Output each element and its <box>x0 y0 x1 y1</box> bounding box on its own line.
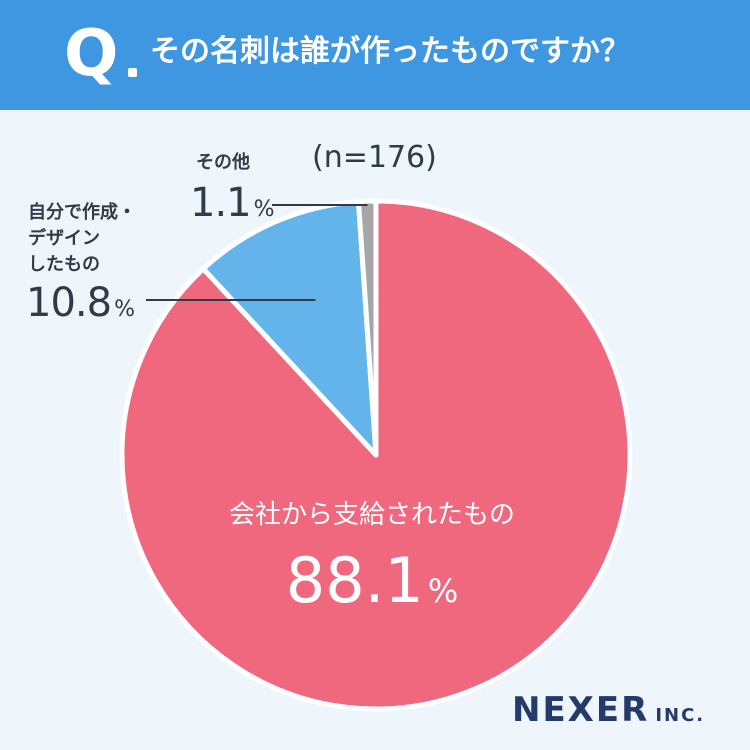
slice-label-self-line3: したもの <box>28 254 100 275</box>
slice-pct-self: 10.8% <box>26 280 135 326</box>
slice-pct-company: 88.1% <box>285 544 459 617</box>
slice-label-self-line1: 自分で作成・ <box>28 202 136 223</box>
logo-main: NEXER <box>512 690 650 730</box>
sample-size: (n=176) <box>312 140 437 175</box>
pie-slice-self <box>200 199 379 458</box>
nexer-logo: NEXER INC. <box>512 690 705 730</box>
q-letter: Q <box>64 17 119 91</box>
logo-sub: INC. <box>655 705 706 726</box>
q-dot <box>128 68 137 77</box>
question-text: その名刺は誰が作ったものですか？ <box>150 34 630 69</box>
slice-label-other: その他 <box>196 152 250 173</box>
pie-slice-other <box>355 198 379 458</box>
slice-label-company: 会社から支給されたもの <box>228 500 515 530</box>
slice-label-self-line2: デザイン <box>28 228 100 249</box>
slice-label-self: 自分で作成・ デザイン したもの <box>28 200 148 278</box>
slice-pct-other: 1.1% <box>190 180 275 226</box>
question-header: Q その名刺は誰が作ったものですか？ <box>0 0 750 110</box>
